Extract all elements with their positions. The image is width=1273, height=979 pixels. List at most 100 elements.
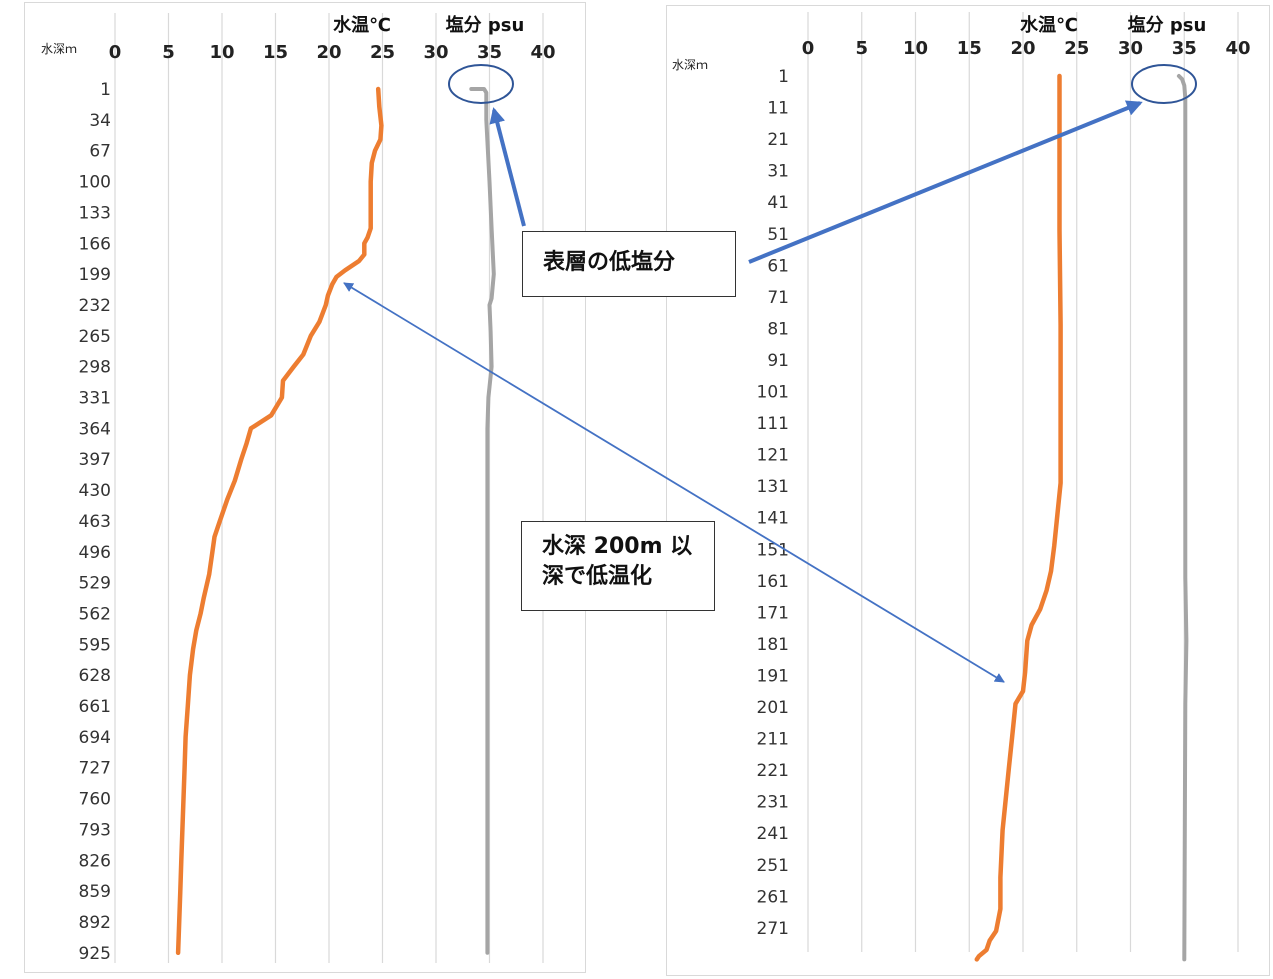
depth-tick-label: 133 [79,203,111,223]
callout-deep-text-line1: 水深 200m 以 [542,534,693,559]
temperature-line [974,73,1063,962]
depth-tick-label: 529 [79,574,111,594]
depth-tick-label: 121 [757,446,789,466]
depth-tick-label: 463 [79,512,111,532]
x-tick-label: 0 [109,42,122,63]
x-tick-label: 35 [477,42,502,63]
gridlines [114,13,544,963]
chart-panel-right: 0 5 10 15 20 25 30 35 40 1 11 21 31 41 51 61 71 81 91 101 11… [666,5,1270,976]
x-tick-label: 25 [1064,38,1089,59]
depth-tick-label: 101 [757,383,789,403]
depth-tick-label: 166 [79,234,111,254]
depth-tick-label: 199 [79,265,111,285]
depth-tick-label: 661 [79,697,111,717]
depth-tick-label: 81 [767,319,789,339]
depth-tick-label: 11 [767,99,789,119]
depth-axis-title: 水深ｍ [672,58,708,72]
chart-panel-left: 0 5 10 15 20 25 30 35 40 1 34 67 100 133 166 199 232 265 2… [24,2,586,973]
depth-tick-label: 67 [89,142,111,162]
depth-tick-label: 241 [757,824,789,844]
callout-surface-text: 表層の低塩分 [543,250,676,275]
x-tick-label: 30 [1118,38,1143,59]
x-tick-labels: 0 5 10 15 20 25 30 35 40 [109,42,556,63]
depth-tick-label: 100 [79,173,111,193]
depth-tick-label: 727 [79,759,111,779]
depth-tick-label: 111 [757,414,789,434]
depth-tick-label: 171 [757,603,789,623]
callout-surface-low-salinity: 表層の低塩分 [522,231,736,297]
depth-tick-label: 221 [757,761,789,781]
depth-tick-label: 261 [757,887,789,907]
x-tick-label: 5 [162,42,175,63]
x-tick-label: 5 [855,38,868,59]
callout-deep-cooling: 水深 200m 以 深で低温化 [521,521,715,611]
depth-tick-label: 21 [767,130,789,150]
callout-deep-text-line2: 深で低温化 [542,564,653,589]
salinity-axis-title: 塩分 psu [446,14,525,36]
depth-tick-label: 251 [757,856,789,876]
x-tick-label: 15 [263,42,288,63]
profile-chart-left: 0 5 10 15 20 25 30 35 40 1 34 67 100 133 166 199 232 265 2… [41,13,556,964]
x-tick-label: 35 [1172,38,1197,59]
x-tick-label: 0 [802,38,815,59]
depth-tick-label: 562 [79,604,111,624]
depth-tick-label: 793 [79,820,111,840]
depth-tick-label: 298 [79,358,111,378]
depth-tick-label: 201 [757,698,789,718]
depth-tick-label: 61 [767,256,789,276]
profile-chart-right: 0 5 10 15 20 25 30 35 40111213141516171819110111… [672,12,1251,962]
depth-tick-label: 760 [79,790,111,810]
temperature-axis-title: 水温℃ [1020,14,1078,36]
depth-labels: 1112131415161718191101111121131141151161… [757,67,789,939]
x-tick-label: 20 [316,42,341,63]
depth-tick-label: 31 [767,162,789,182]
x-tick-label: 25 [370,42,395,63]
salinity-line [1176,74,1189,962]
depth-tick-label: 925 [79,944,111,964]
depth-tick-label: 271 [757,919,789,939]
salinity-axis-title: 塩分 psu [1128,14,1207,36]
depth-tick-label: 131 [757,477,789,497]
temperature-axis-title: 水温℃ [333,14,391,36]
depth-tick-label: 397 [79,450,111,470]
depth-tick-label: 211 [757,730,789,750]
x-tick-label: 10 [209,42,234,63]
depth-tick-label: 331 [79,389,111,409]
depth-tick-label: 496 [79,543,111,563]
depth-tick-label: 151 [757,540,789,560]
depth-tick-label: 694 [79,728,111,748]
x-tick-labels: 0 5 10 15 20 25 30 35 40 [802,38,1251,59]
x-tick-label: 40 [1225,38,1250,59]
depth-tick-label: 51 [767,225,789,245]
x-tick-label: 15 [957,38,982,59]
depth-tick-label: 41 [767,193,789,213]
depth-tick-label: 34 [89,111,111,131]
salinity-line [469,87,496,955]
depth-tick-label: 265 [79,327,111,347]
depth-tick-label: 826 [79,851,111,871]
depth-tick-label: 1 [778,67,789,87]
depth-tick-label: 191 [757,666,789,686]
depth-tick-label: 71 [767,288,789,308]
depth-labels: 1 34 67 100 133 166 199 232 265 298 331 364 397 430 46… [79,80,111,964]
depth-tick-label: 231 [757,793,789,813]
depth-tick-label: 892 [79,913,111,933]
depth-tick-label: 595 [79,635,111,655]
depth-tick-label: 1 [100,80,111,100]
depth-axis-title: 水深ｍ [41,42,77,56]
depth-tick-label: 91 [767,351,789,371]
depth-tick-label: 859 [79,882,111,902]
depth-tick-label: 232 [79,296,111,316]
depth-tick-label: 161 [757,572,789,592]
x-tick-label: 10 [903,38,928,59]
gridlines [807,12,1239,952]
depth-tick-label: 364 [79,419,111,439]
depth-tick-label: 141 [757,509,789,529]
x-tick-label: 40 [530,42,555,63]
x-tick-label: 30 [423,42,448,63]
depth-tick-label: 430 [79,481,111,501]
depth-tick-label: 628 [79,666,111,686]
x-tick-label: 20 [1010,38,1035,59]
depth-tick-label: 181 [757,635,789,655]
temperature-line [175,86,384,956]
